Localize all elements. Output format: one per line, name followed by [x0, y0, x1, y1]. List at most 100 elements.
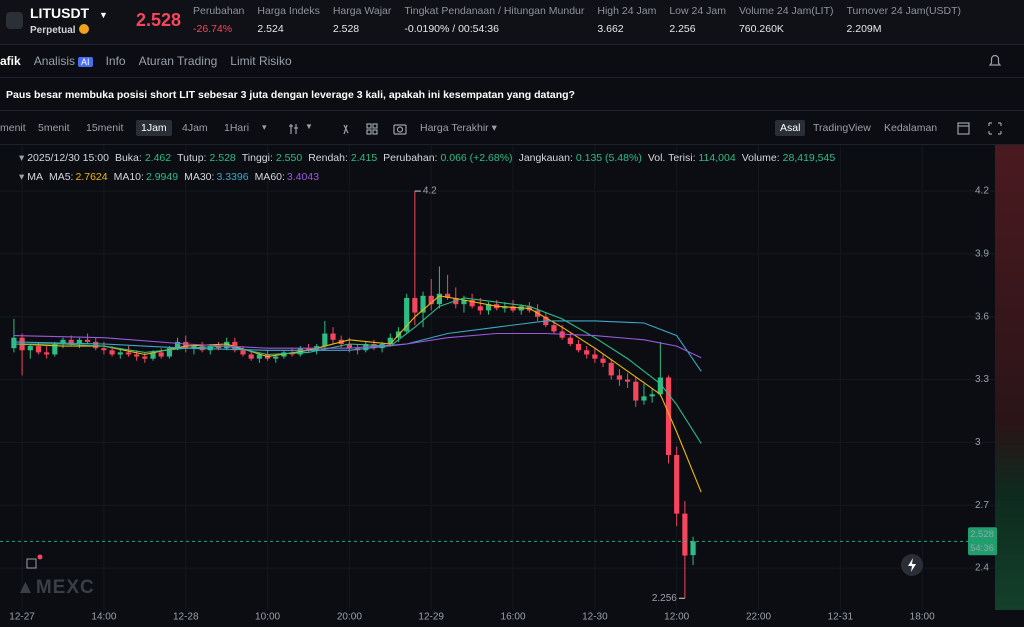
x-tick-label: 22:00 [746, 612, 771, 623]
price-source[interactable]: Harga Terakhir ▾ [420, 122, 497, 134]
candle-body [52, 343, 58, 355]
candle-body [191, 346, 197, 349]
stat-label: Volume 24 Jam(LIT) [738, 5, 834, 17]
candle-body [117, 352, 123, 355]
candle-body [412, 297, 418, 313]
candle-body [600, 358, 606, 363]
candle-body [215, 346, 222, 349]
y-tick-label: 3.9 [975, 249, 989, 260]
ma-value: 2.9949 [145, 171, 179, 183]
stat: Volume 24 Jam(LIT) 760.260K [739, 5, 834, 35]
stat-value: 2.256 [669, 23, 696, 35]
ohlc-value: 2.462 [144, 152, 172, 164]
candle-body [592, 354, 598, 359]
ohlc-label: Rendah: [308, 152, 348, 164]
x-tick-label: 12-30 [582, 612, 608, 623]
interval[interactable]: 5menit [38, 122, 70, 134]
contract-type-text: Perpetual [30, 25, 76, 36]
panel-icon[interactable] [957, 122, 970, 135]
candle-body [428, 295, 434, 305]
candle-body [183, 341, 189, 349]
flash-button[interactable] [900, 553, 924, 577]
layout-icon[interactable] [366, 123, 372, 129]
candle-body [240, 350, 246, 355]
fullscreen-icon[interactable] [988, 122, 1002, 135]
candle-body [142, 356, 148, 359]
news-ticker[interactable]: Paus besar membuka posisi short LIT sebe… [6, 89, 575, 101]
max-label: 4.2 [423, 186, 437, 197]
ohlc-label: Perubahan: [383, 152, 438, 164]
candle-body [84, 339, 91, 342]
interval[interactable]: 4Jam [182, 122, 208, 134]
tab[interactable]: Limit Risiko [230, 54, 292, 68]
x-tick-label: 12:00 [664, 612, 689, 623]
toolbar-icons [289, 123, 407, 135]
candle-body [11, 337, 17, 349]
tabs: afik Analisis AI Info Aturan Trading Limit Ri… [0, 45, 1024, 78]
candle-body [166, 348, 172, 357]
view-option[interactable]: TradingView [813, 122, 871, 134]
ma-label: MA5: [48, 171, 74, 183]
candle-icon[interactable] [289, 124, 298, 134]
ma-label: MA30: [184, 171, 215, 183]
tab[interactable]: Aturan Trading [138, 54, 218, 68]
candle-body [665, 377, 672, 455]
ma-line [13, 320, 702, 372]
ohlc-value: 0.066 (+2.68%) [440, 152, 513, 164]
stat-label: Low 24 Jam [669, 5, 726, 17]
ohlc-value: 2.528 [209, 152, 236, 164]
stat: Low 24 Jam 2.256 [669, 5, 726, 35]
y-tick-label: 3 [975, 437, 981, 448]
x-tick-label: 12-29 [418, 612, 444, 623]
x-tick-label: 12-31 [828, 612, 854, 623]
last-price-box [968, 527, 997, 556]
window-icons [957, 122, 1002, 135]
stat-label: High 24 Jam [597, 5, 657, 17]
watermark: ▲MEXC [16, 577, 95, 598]
candle-body [674, 455, 680, 514]
candle-body [444, 293, 451, 298]
view-option[interactable]: Asal [775, 120, 806, 136]
candle-body [461, 300, 467, 305]
symbol[interactable]: LITUSDT ▼ [30, 5, 108, 21]
ma-label: MA60: [254, 171, 285, 183]
tab[interactable]: Analisis AI [34, 54, 93, 68]
view-option[interactable]: Kedalaman [884, 122, 938, 134]
tab[interactable]: Info [105, 54, 126, 68]
camera-icon[interactable] [393, 124, 407, 135]
interval[interactable]: menit [0, 122, 26, 134]
ohlc-label: Jangkauan: [518, 152, 573, 164]
coin-logo [6, 12, 23, 29]
candle-body [305, 348, 312, 351]
alert-button[interactable] [22, 553, 46, 575]
bell-icon[interactable] [985, 48, 1005, 74]
candle-body [158, 352, 164, 357]
ai-badge: AI [78, 57, 93, 67]
candle-body [207, 346, 213, 351]
stat-value: 2.528 [332, 23, 360, 35]
interval[interactable]: 15menit [86, 122, 124, 134]
candle-body [657, 377, 663, 395]
candle-body [60, 339, 66, 344]
stat-value: 760.260K [738, 23, 784, 35]
interval[interactable]: 1Jam [136, 120, 172, 136]
chart-toolbar: ▼ Harga Terakhir ▾ menit 5menit 15menit 1Ja… [0, 110, 1024, 145]
tab[interactable]: afik [0, 54, 21, 68]
interval[interactable]: 1Hari [224, 122, 250, 134]
x-tick-label: 14:00 [91, 612, 116, 623]
info-icon[interactable] [78, 24, 89, 34]
indicator-icon[interactable] [343, 124, 349, 135]
ma-value: 2.7624 [75, 171, 108, 183]
candle-body [469, 300, 475, 307]
chart: 2.4 2.7 3 3.3 3.6 3.9 4.2 12-27 14:00 12-28 10:00 2… [0, 145, 1024, 623]
ma-legend: ▾ MA MA5: 2.7624 MA10: 2.9949 MA30: 3.3396 MA60… [19, 171, 320, 183]
ohlc-label: Buka: [114, 152, 142, 164]
x-tick-label: 16:00 [501, 612, 526, 623]
stat-label: Tingkat Pendanaan / Hitungan Mundur [404, 5, 585, 17]
candle-body [109, 350, 115, 355]
candle-body [551, 325, 557, 332]
ohlc-label: Tutup: [177, 152, 207, 164]
stat-label: Perubahan [193, 5, 245, 17]
y-tick-label: 2.7 [975, 500, 989, 511]
ma-line [13, 297, 702, 444]
